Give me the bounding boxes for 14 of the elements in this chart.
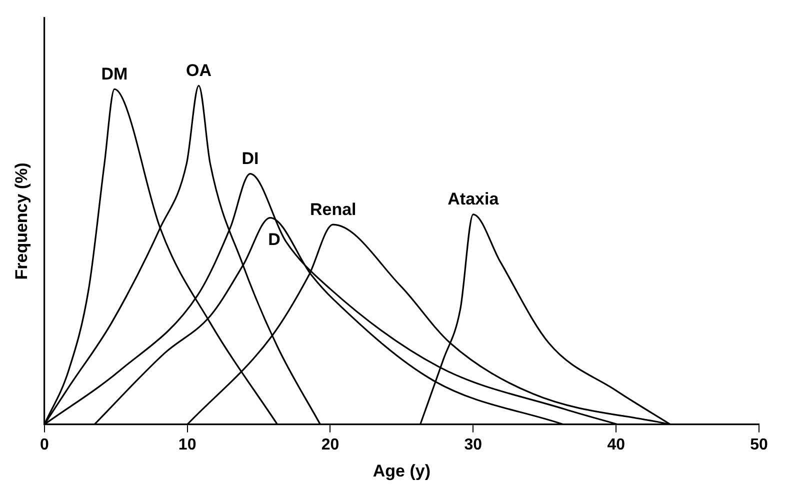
x-tick-label: 40 <box>607 436 626 454</box>
series-label: D <box>268 230 280 249</box>
series-label: DI <box>242 148 259 168</box>
series-label: OA <box>186 60 212 80</box>
x-tick-label: 30 <box>464 436 482 454</box>
x-tick-label: 0 <box>40 436 49 454</box>
series-label: DM <box>101 64 128 84</box>
y-axis-title: Frequency (%) <box>12 162 31 280</box>
series-label: Ataxia <box>448 190 500 209</box>
x-tick-label: 50 <box>750 436 768 454</box>
series-label: Renal <box>310 200 356 219</box>
x-tick-label: 20 <box>321 436 340 454</box>
x-axis-title: Age (y) <box>372 461 431 480</box>
x-tick-label: 10 <box>178 436 196 454</box>
